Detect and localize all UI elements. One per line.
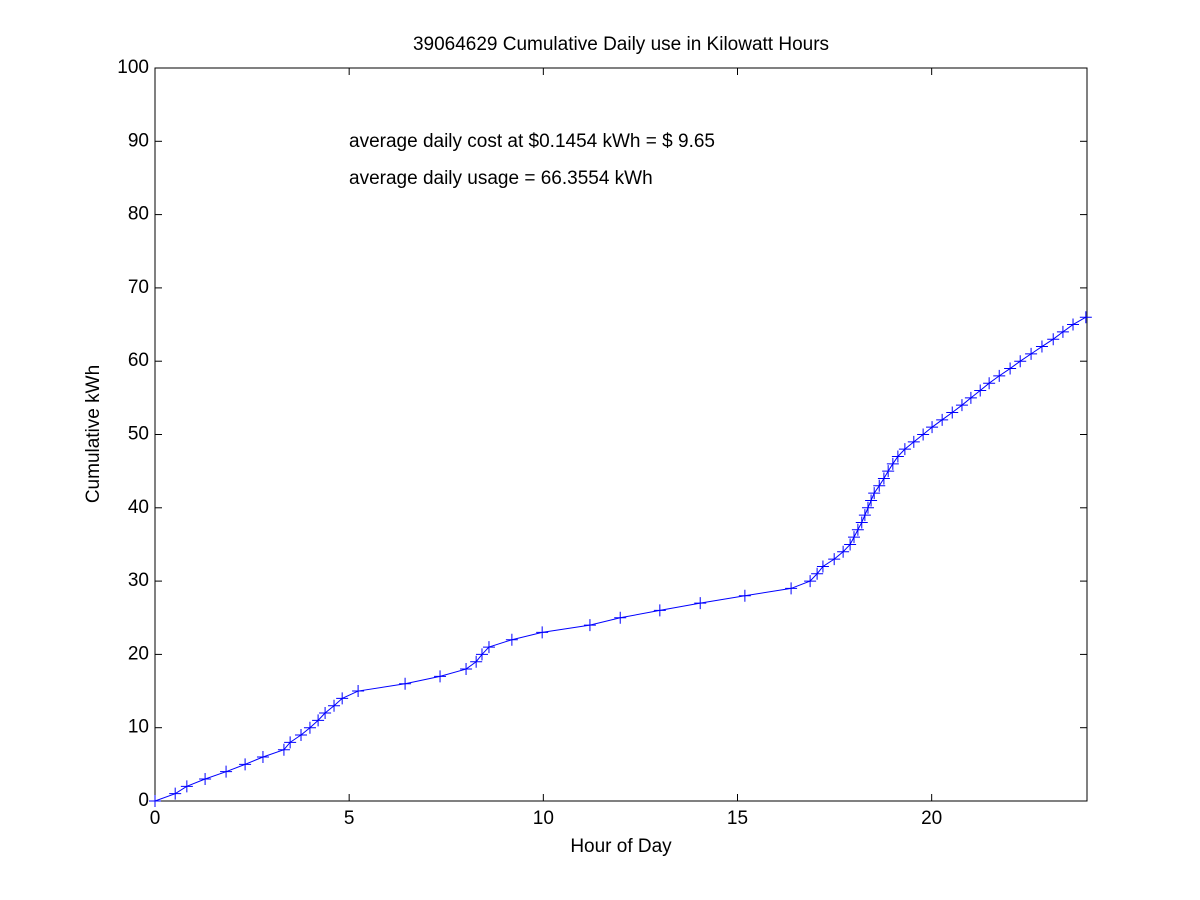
data-marker [505,633,518,646]
data-marker [848,531,860,544]
data-marker [844,538,857,551]
y-tick-label: 30 [128,570,149,591]
data-marker [1025,347,1038,360]
data-marker [891,450,904,463]
data-marker [1056,325,1069,338]
annotation: average daily usage = 66.3554 kWh [349,168,653,189]
data-marker [303,721,316,734]
data-marker [312,714,325,727]
data-marker [858,509,871,522]
data-marker [328,699,341,712]
data-marker [583,619,596,632]
y-tick-label: 60 [128,350,149,371]
data-marker [1004,362,1017,375]
data-marker [284,736,297,749]
data-marker [993,369,1006,382]
data-marker [239,758,252,771]
data-marker [926,421,939,434]
data-marker [180,780,193,793]
data-marker [694,597,707,610]
data-marker [1035,340,1048,353]
data-marker [149,795,161,807]
y-tick-label: 10 [128,717,149,738]
y-tick-label: 40 [128,497,149,518]
y-tick-label: 80 [128,204,149,225]
x-tick-label: 0 [150,808,161,829]
plot-frame [154,67,1088,802]
data-marker [964,391,977,404]
y-tick-label: 50 [128,424,149,445]
data-marker [169,787,182,800]
data-marker [653,604,666,617]
data-marker [811,567,824,580]
data-marker [1067,318,1080,331]
data-marker [1014,355,1027,368]
data-marker [873,479,886,492]
data-marker [851,523,864,536]
data-marker [536,626,549,639]
data-marker [983,377,996,390]
data-marker [855,516,868,529]
data-marker [946,406,959,419]
data-marker [955,399,968,412]
data-marker [399,677,412,690]
y-tick-label: 100 [117,57,149,78]
data-marker [1079,311,1092,324]
data-marker [837,545,850,558]
data-marker [936,413,949,426]
data-marker [898,443,911,456]
y-tick-label: 20 [128,643,149,664]
y-tick-label: 70 [128,277,149,298]
data-marker [352,685,365,698]
data-marker [816,560,829,573]
x-tick-label: 5 [344,808,355,829]
data-marker [319,707,332,720]
data-marker [785,582,798,595]
x-tick-label: 10 [533,808,554,829]
x-axis-label: Hour of Day [570,836,672,857]
data-marker [1047,333,1060,346]
chart-title: 39064629 Cumulative Daily use in Kilowat… [413,34,829,55]
data-marker [475,648,488,661]
data-marker [482,641,495,654]
y-tick-label: 0 [138,790,149,811]
data-marker [907,435,920,448]
data-marker [861,501,874,514]
y-axis-label: Cumulative kWh [83,365,104,503]
annotation: average daily cost at $0.1454 kWh = $ 9.… [349,131,715,152]
data-marker [804,575,817,588]
data-marker [220,765,233,778]
data-marker [199,773,212,786]
data-marker [917,428,930,441]
data-marker [828,553,841,566]
data-marker [974,384,987,397]
data-marker [336,692,349,705]
data-marker [868,487,881,500]
data-marker [865,494,878,507]
data-marker [882,465,895,478]
y-tick-label: 90 [128,130,149,151]
data-marker [614,611,627,624]
data-marker [470,655,483,668]
data-marker [295,729,308,742]
x-tick-label: 15 [727,808,748,829]
data-marker [256,751,269,764]
data-marker [460,663,473,676]
data-marker [277,743,290,756]
data-marker [886,457,899,470]
data-marker [877,472,890,485]
x-tick-label: 20 [921,808,942,829]
data-marker [434,670,447,683]
data-marker [738,589,751,602]
